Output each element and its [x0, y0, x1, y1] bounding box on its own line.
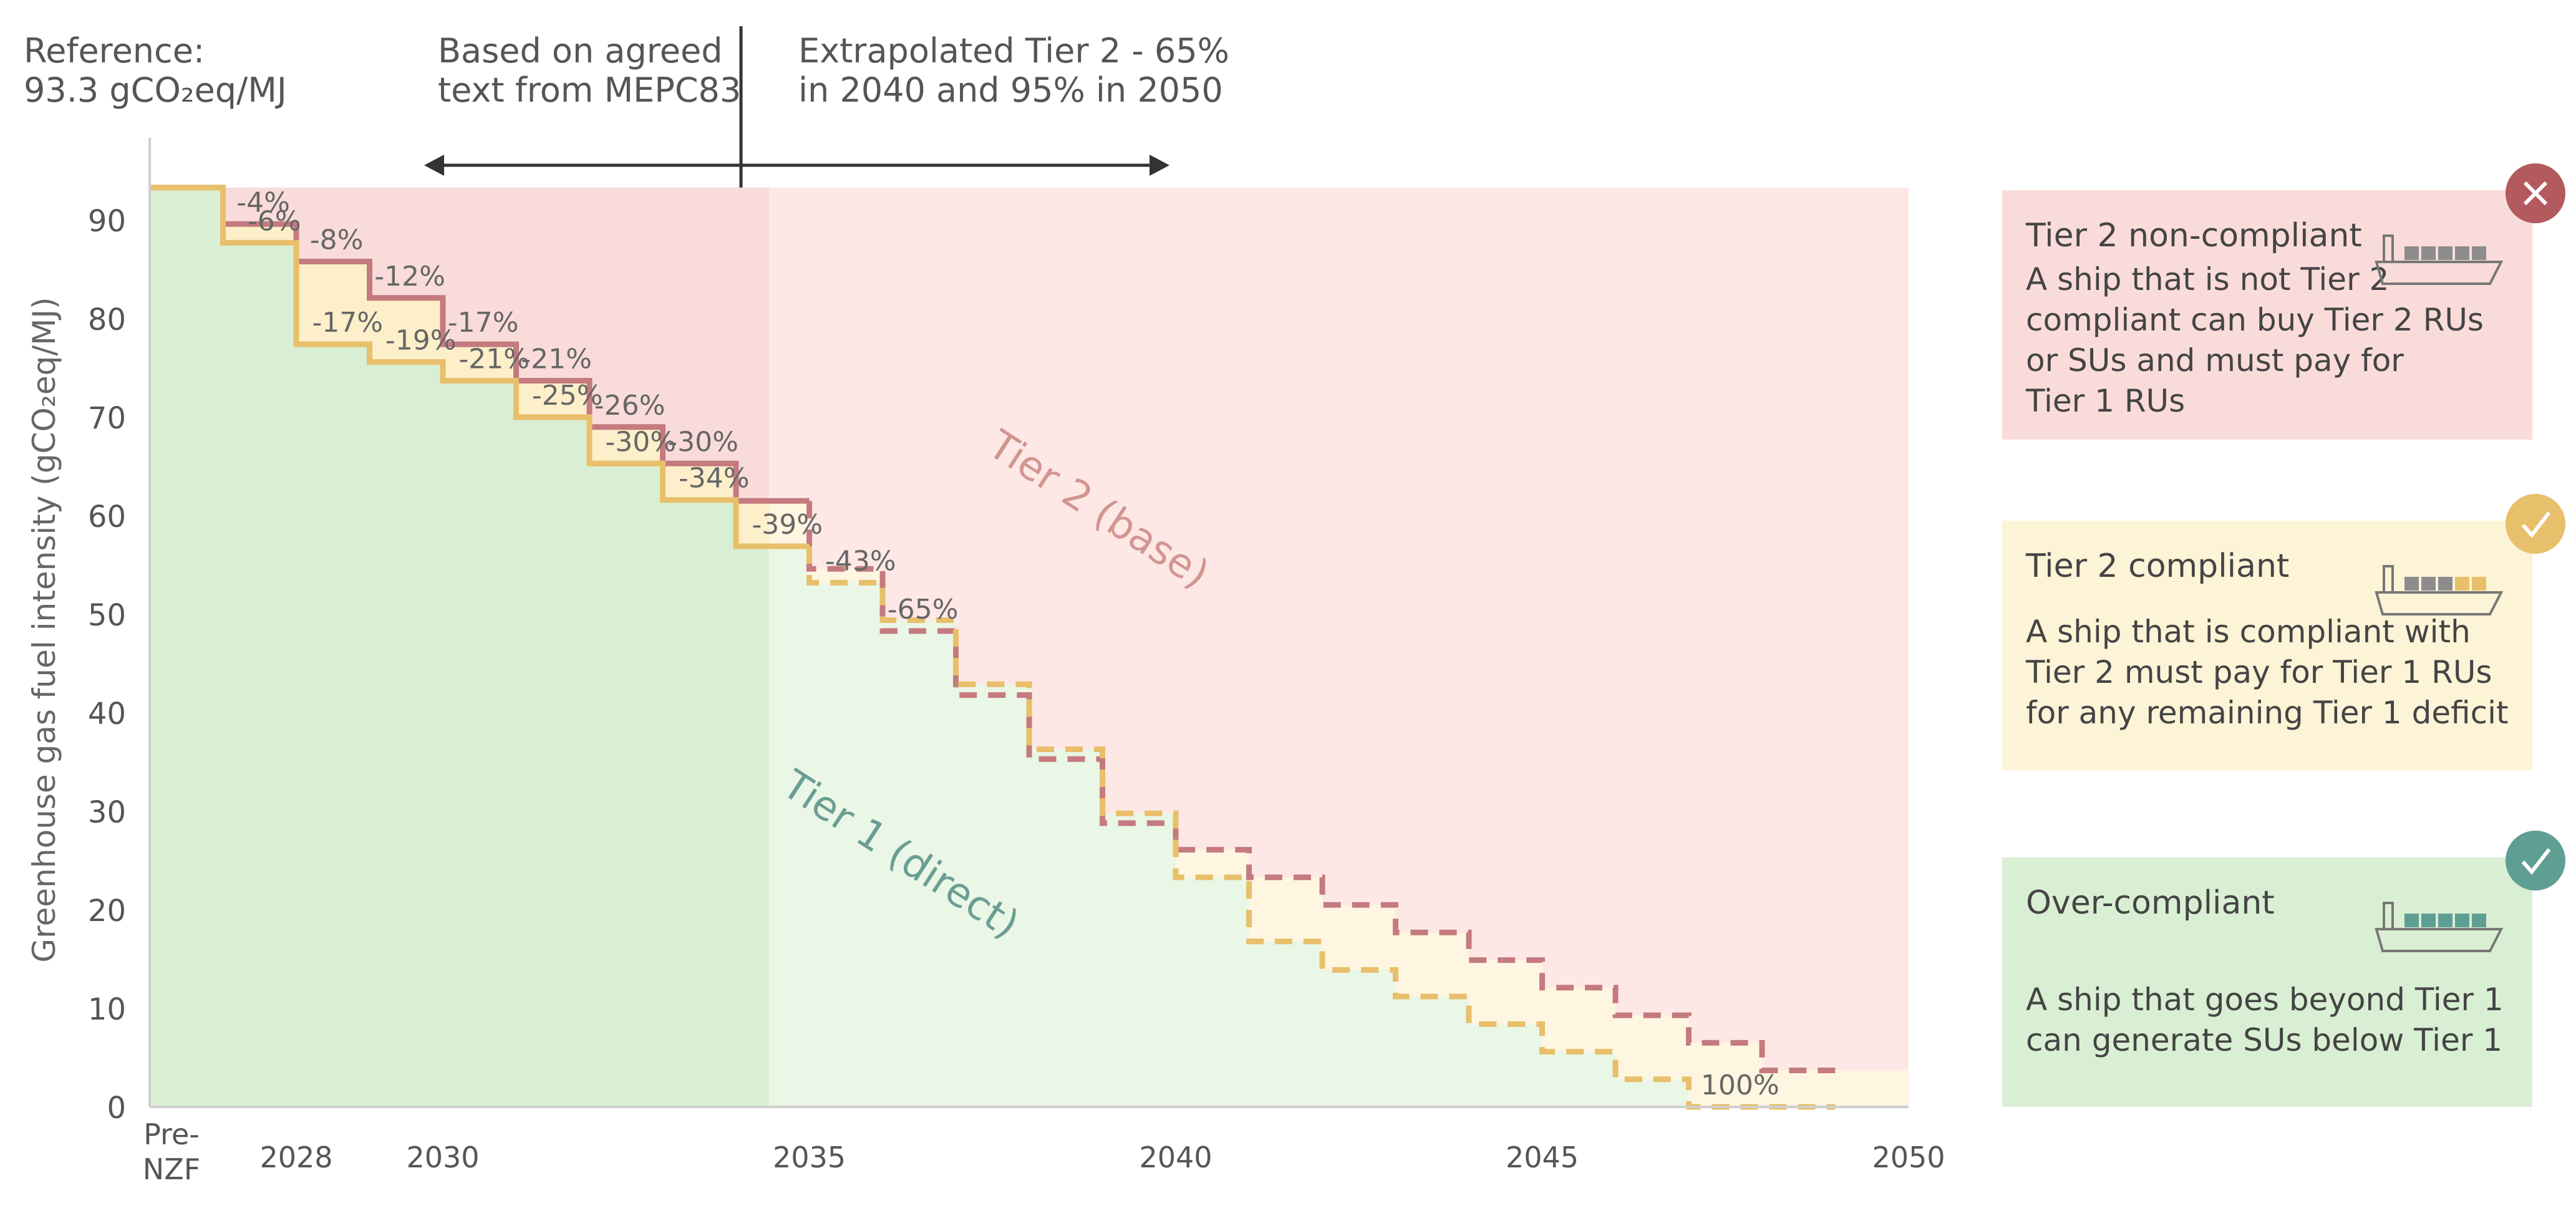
tier1-reduction-label: -17%: [312, 307, 383, 339]
y-tick-label: 70: [88, 401, 126, 436]
legend-card-1: Tier 2 non-compliant A ship that is not T…: [2002, 163, 2565, 440]
extrapolated-text-line1: Extrapolated Tier 2 - 65%: [798, 31, 1229, 70]
reference-label-line1: Reference:: [24, 31, 205, 70]
legend-card-body-line: Tier 1 RUs: [2025, 383, 2185, 419]
legend-card-body-line: Tier 2 must pay for Tier 1 RUs: [2025, 654, 2492, 690]
tier1-reduction-label: -39%: [752, 509, 823, 541]
agreed-text-line2: text from MEPC83: [438, 70, 741, 110]
agreed-text-line1: Based on agreed: [438, 31, 722, 70]
tier2-reduction-label: -30%: [667, 426, 738, 458]
legend-card-body-line: can generate SUs below Tier 1: [2026, 1022, 2502, 1058]
x-tick-label: 2050: [1872, 1141, 1945, 1174]
tier1-reduction-label: -25%: [532, 380, 603, 412]
tier2-line-agreed: [150, 185, 810, 504]
tier1-reduction-label: -30%: [605, 426, 676, 458]
tier1-reduction-label: -43%: [825, 545, 896, 577]
y-tick-label: 0: [107, 1091, 126, 1126]
legend-card-title: Tier 2 non-compliant: [2025, 217, 2362, 254]
tier2-reduction-label: -12%: [374, 261, 445, 292]
y-tick-label: 10: [88, 992, 126, 1027]
legend-card-body-line: A ship that is compliant with: [2026, 614, 2471, 650]
legend-card-body-line: compliant can buy Tier 2 RUs: [2026, 302, 2484, 338]
legend-card-2: Tier 2 compliant A ship that is compliant…: [2002, 494, 2565, 770]
reference-label-line2: 93.3 gCO₂eq/MJ: [24, 70, 287, 110]
compliant-badge: [2506, 494, 2565, 554]
legend-card-title: Tier 2 compliant: [2025, 548, 2289, 585]
tier2-reduction-label: -4%: [236, 186, 290, 218]
arrow-left-head: [424, 155, 444, 176]
tier1-line-extrapolated: [806, 546, 1836, 1110]
zone-over-compliant-agreed: [150, 187, 769, 1107]
legend-card-body-line: or SUs and must pay for: [2026, 342, 2404, 379]
extrapolated-text-line2: in 2040 and 95% in 2050: [798, 70, 1223, 110]
y-tick-label: 30: [88, 795, 126, 830]
x-tick-label: 2040: [1139, 1141, 1212, 1174]
legend-panel: Tier 2 non-compliant A ship that is not T…: [2002, 163, 2565, 1107]
y-tick-label: 60: [88, 500, 126, 534]
x-icon: [2523, 181, 2548, 206]
x-tick-label: 2030: [406, 1141, 479, 1174]
check-icon: [2521, 848, 2551, 875]
tier1-reduction-label: -21%: [458, 344, 530, 375]
ship-icon: [2375, 234, 2504, 285]
legend-card-bg: [2002, 521, 2532, 770]
y-tick-label: 40: [88, 697, 126, 731]
legend-card-bg: [2002, 190, 2532, 440]
legend-card-body-line: for any remaining Tier 1 deficit: [2026, 695, 2509, 731]
legend-card-body-line: A ship that goes beyond Tier 1: [2026, 982, 2504, 1018]
check-icon: [2521, 511, 2551, 538]
y-tick-label: 80: [88, 302, 126, 337]
tier1-reduction-label: -6%: [248, 205, 301, 237]
y-tick-label: 20: [88, 894, 126, 929]
ship-icon: [2375, 902, 2504, 952]
legend-card-title: Over-compliant: [2026, 884, 2275, 922]
y-tick-label: 50: [88, 598, 126, 633]
x-tick-label: 2035: [773, 1141, 846, 1174]
tier2-reduction-label: -65%: [888, 594, 959, 625]
y-tick-label: 90: [88, 204, 126, 239]
ship-icon: [2375, 565, 2504, 615]
x-tick-label: 2028: [259, 1141, 332, 1174]
x-tick-label: Pre-NZF: [143, 1117, 200, 1186]
tier2-reduction-label: -26%: [594, 390, 666, 422]
tier1-reduction-label: -19%: [385, 325, 457, 357]
legend-card-3: Over-compliant A ship that goes beyond Ti…: [2002, 831, 2565, 1107]
legend-card-bg: [2002, 857, 2532, 1107]
y-axis-label: Greenhouse gas fuel intensity (gCO₂eq/MJ…: [26, 297, 62, 962]
tier1-reduction-label: 100%: [1701, 1069, 1779, 1101]
legend-card-body-line: A ship that is not Tier 2: [2026, 261, 2389, 297]
x-tick-label: 2045: [1506, 1141, 1579, 1174]
tier1-reduction-label: -34%: [679, 463, 750, 495]
tier2-reduction-label: -21%: [521, 344, 592, 375]
arrow-right-head: [1150, 155, 1169, 176]
compliant-badge: [2506, 831, 2565, 890]
tier2-reduction-label: -17%: [448, 307, 519, 339]
tier1-line-agreed: [150, 185, 810, 549]
tier2-reduction-label: -8%: [310, 224, 364, 256]
